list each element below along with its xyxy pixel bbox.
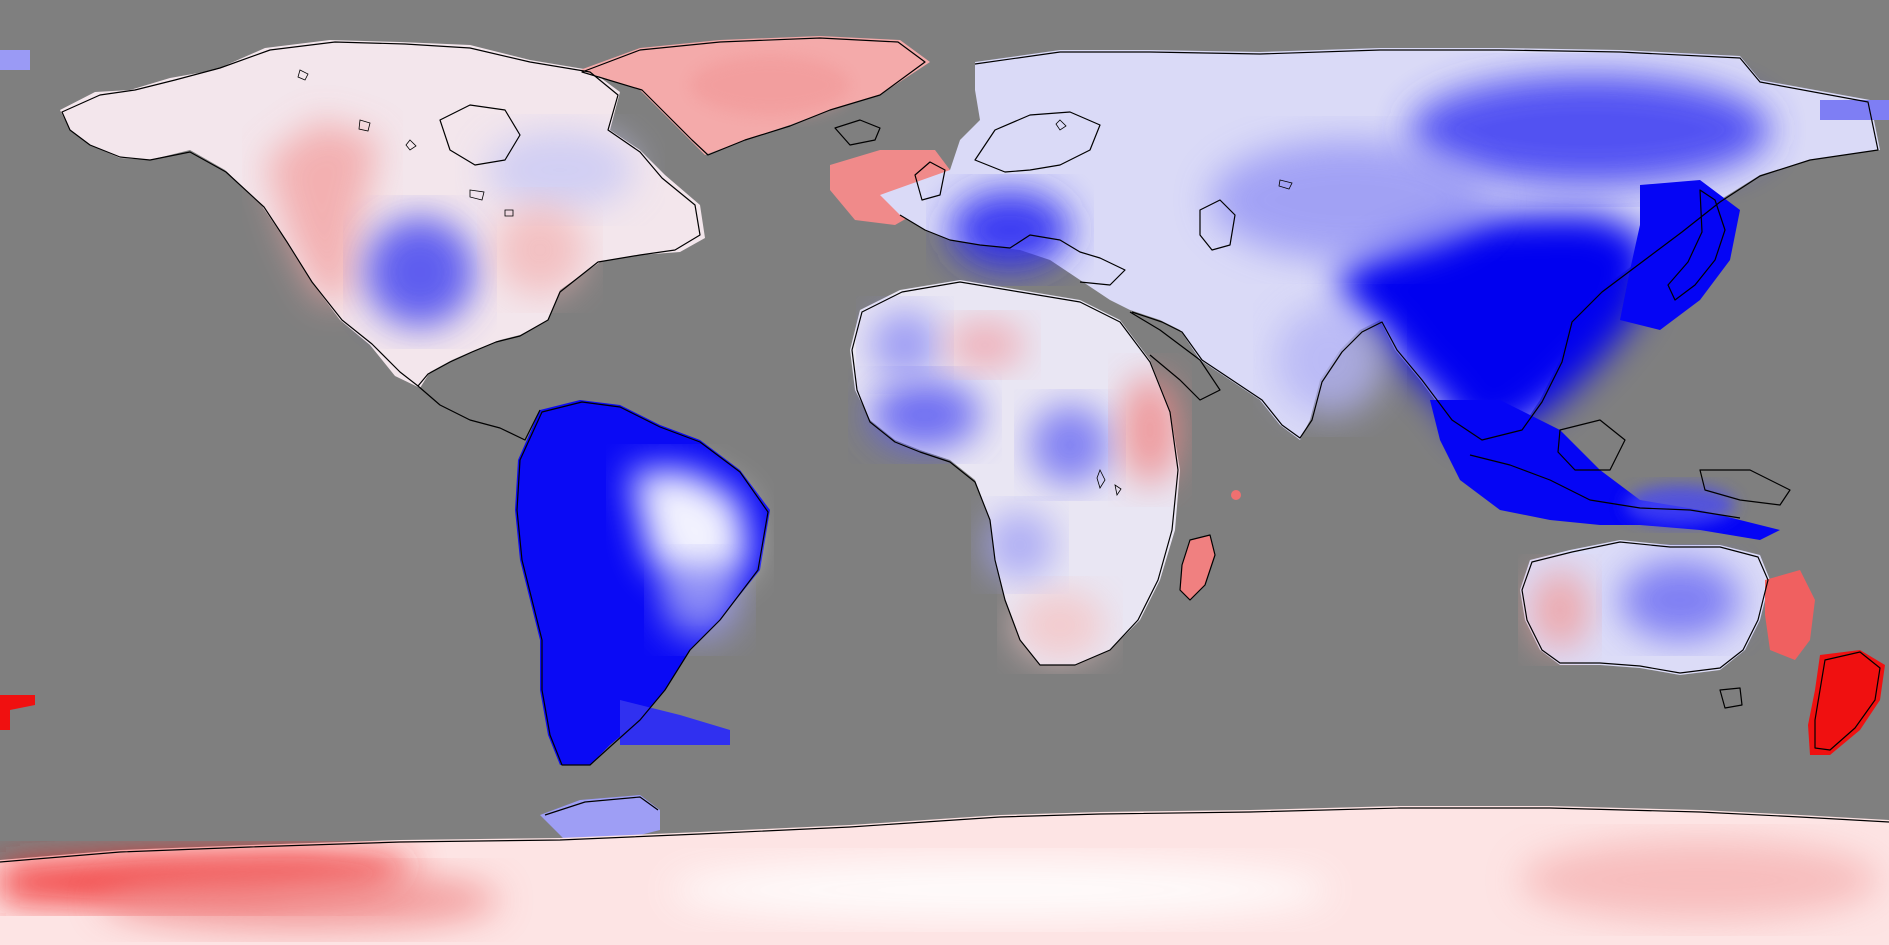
land-new-zealand	[1808, 650, 1885, 755]
coast-new-guinea	[1699, 469, 1791, 506]
coast-tasmania	[1719, 687, 1743, 709]
coast-central-america	[417, 385, 541, 441]
lake-fragment	[297, 69, 309, 81]
greenland-core	[690, 55, 850, 115]
coastlines	[0, 37, 1889, 863]
reunion-warm	[1231, 490, 1241, 500]
coast-scandinavia	[974, 111, 1101, 173]
lake-fragment	[405, 139, 417, 151]
coast-australia	[1521, 541, 1769, 674]
coast-japan	[1667, 189, 1726, 301]
chukotka-patch	[1820, 100, 1889, 120]
india-cool	[1275, 305, 1385, 415]
asia-east-cold	[1340, 215, 1650, 440]
coast-arabia	[1129, 311, 1221, 401]
africa-northwest-cool	[870, 310, 940, 380]
africa-west-cool	[870, 380, 980, 450]
australia-central-cool	[1620, 560, 1740, 640]
africa-southwest-cool	[985, 510, 1055, 580]
coast-indonesia	[1469, 454, 1741, 519]
europe-alps-cold	[950, 190, 1070, 270]
lake-fragment	[1114, 484, 1122, 497]
coast-south-america	[516, 401, 769, 766]
coast-madagascar	[1179, 534, 1216, 601]
lake-fragment	[469, 189, 485, 201]
coast-europe	[899, 214, 1126, 286]
indonesia-east-cool	[1625, 485, 1735, 525]
lake-fragment	[1055, 119, 1067, 131]
lake-fragment	[504, 209, 514, 217]
coast-antarctic-peninsula	[544, 796, 659, 816]
siberia-cold	[1410, 75, 1770, 185]
lake-fragment	[1278, 179, 1293, 190]
lake-fragment	[1096, 469, 1106, 489]
coast-asia	[974, 49, 1879, 441]
antarctica-east-pink	[1520, 840, 1880, 920]
antarctica-core-white	[670, 860, 1330, 920]
coast-africa	[851, 281, 1179, 666]
antarctica-west-pink	[100, 870, 500, 930]
central-asia-cool	[1210, 140, 1490, 260]
africa-east-warm	[1120, 375, 1180, 485]
coast-new-zealand	[1814, 651, 1881, 751]
south-pacific-warm	[0, 695, 35, 730]
na-west-warm	[265, 120, 380, 300]
africa-central-cool	[1030, 405, 1110, 485]
na-central-cool	[365, 217, 475, 327]
na-east-warm	[495, 205, 585, 295]
land-north-america	[60, 40, 705, 388]
land-madagascar	[1180, 535, 1215, 600]
na-north-cool	[485, 130, 635, 210]
lake-fragment	[358, 119, 371, 132]
land-africa	[850, 280, 1180, 665]
coast-borneo	[1557, 419, 1626, 471]
nz-north-warm	[1765, 570, 1815, 660]
coast-iceland	[834, 119, 881, 146]
coast-hudson-bay	[439, 104, 521, 166]
coast-greenland	[581, 37, 926, 156]
coast-caspian	[1199, 199, 1236, 251]
coast-north-america	[61, 41, 701, 387]
coast-antarctica	[0, 807, 1889, 863]
sa-east-lightblue	[660, 560, 740, 640]
africa-south-warm	[1015, 590, 1105, 660]
sahara-warm	[945, 320, 1025, 370]
small-lakes	[297, 69, 1293, 497]
japan-cold	[1620, 180, 1740, 330]
alaska-tip-patch	[0, 50, 30, 70]
se-asia-cold	[1430, 400, 1780, 540]
australia-west-warm	[1530, 570, 1590, 650]
coast-britain	[914, 161, 946, 201]
